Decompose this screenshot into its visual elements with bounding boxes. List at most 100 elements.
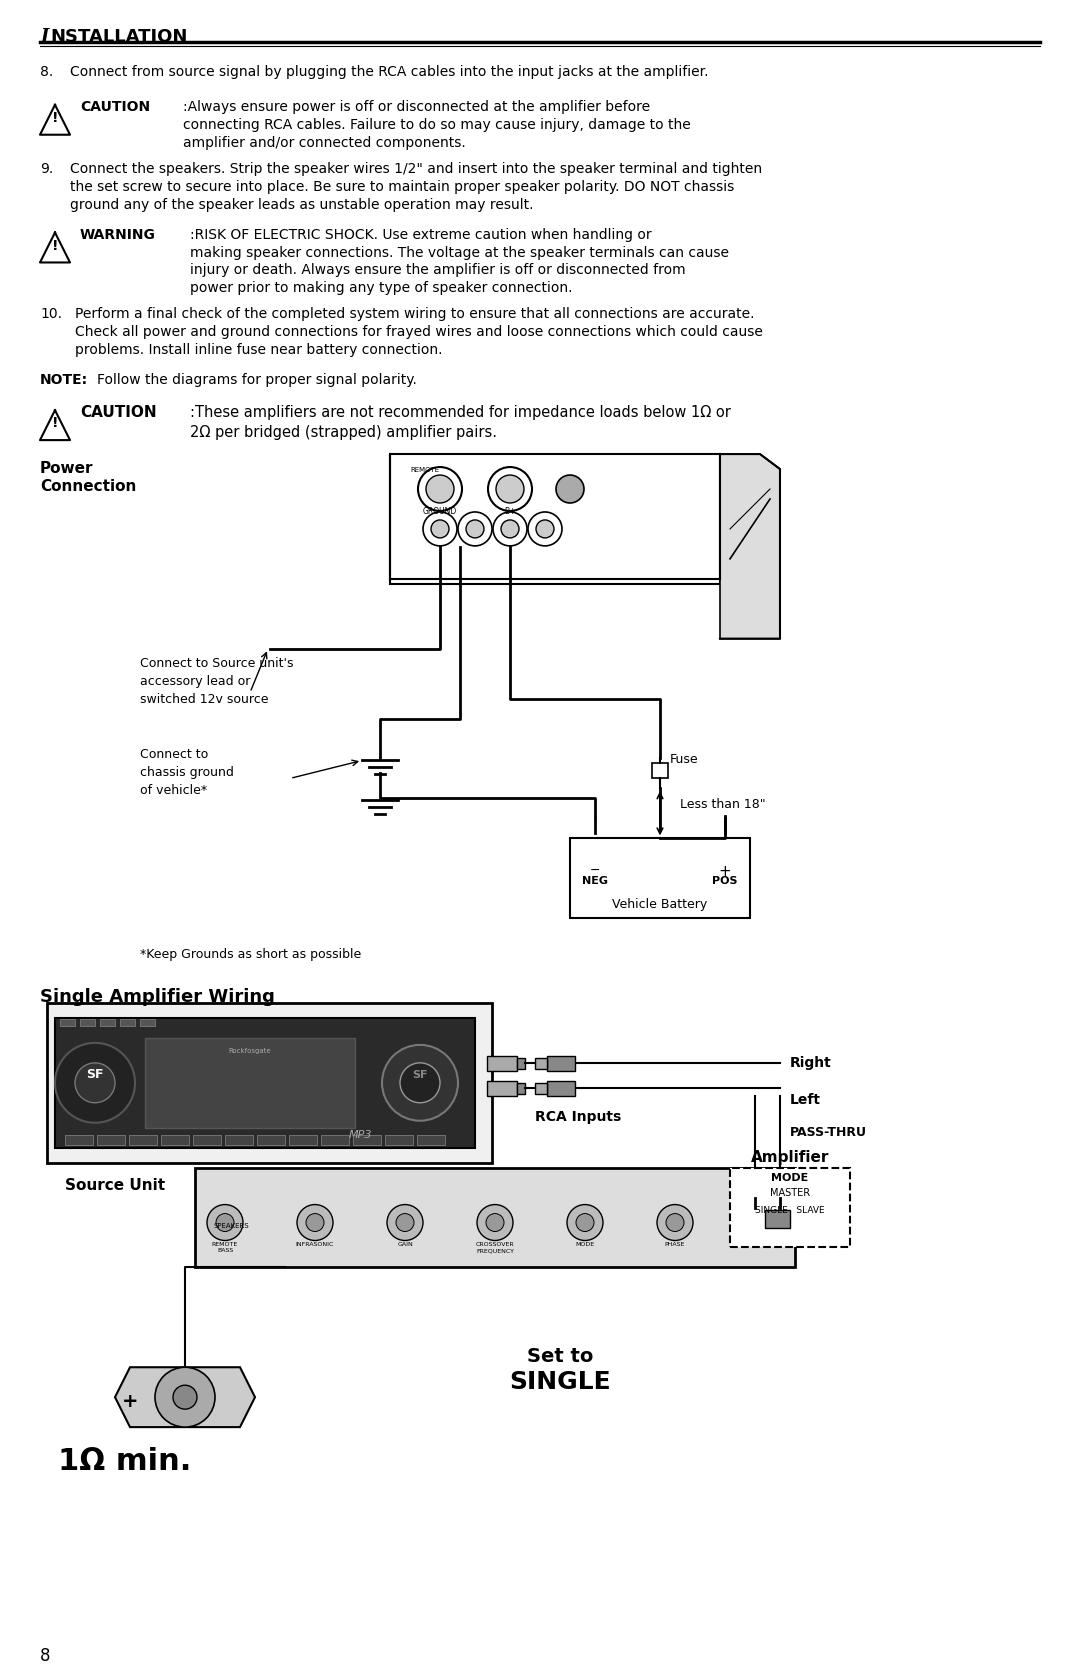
Circle shape [567, 1205, 603, 1240]
Bar [535, 1083, 546, 1093]
Text: injury or death. Always ensure the amplifier is off or disconnected from: injury or death. Always ensure the ampli… [190, 264, 686, 277]
Text: Fuse: Fuse [670, 753, 699, 766]
Text: NEG: NEG [582, 876, 608, 886]
Circle shape [216, 1213, 234, 1232]
Text: making speaker connections. The voltage at the speaker terminals can cause: making speaker connections. The voltage … [190, 245, 729, 259]
Text: problems. Install inline fuse near battery connection.: problems. Install inline fuse near batte… [75, 344, 443, 357]
Text: !: ! [52, 416, 58, 431]
Circle shape [431, 521, 449, 537]
Bar [570, 838, 750, 918]
Text: INFRASONIC: INFRASONIC [296, 1242, 334, 1247]
Circle shape [465, 521, 484, 537]
Text: chassis ground: chassis ground [140, 766, 234, 779]
Bar [353, 1135, 381, 1145]
Text: NOTE:: NOTE: [40, 374, 89, 387]
Text: SINGLE   SLAVE: SINGLE SLAVE [755, 1205, 825, 1215]
Text: Follow the diagrams for proper signal polarity.: Follow the diagrams for proper signal po… [97, 374, 417, 387]
Bar [417, 1135, 445, 1145]
Bar [652, 763, 669, 778]
Bar [48, 1003, 492, 1163]
Text: CAUTION: CAUTION [80, 406, 157, 421]
Circle shape [501, 521, 519, 537]
Circle shape [423, 512, 457, 546]
Bar [145, 1038, 355, 1128]
Circle shape [297, 1205, 333, 1240]
Text: RCA Inputs: RCA Inputs [535, 1110, 621, 1123]
Text: CAUTION: CAUTION [80, 100, 150, 113]
Text: SF: SF [86, 1068, 104, 1082]
Text: SINGLE: SINGLE [509, 1370, 611, 1394]
Text: ground any of the speaker leads as unstable operation may result.: ground any of the speaker leads as unsta… [70, 197, 534, 212]
Text: connecting RCA cables. Failure to do so may cause injury, damage to the: connecting RCA cables. Failure to do so … [183, 118, 691, 132]
Text: NSTALLATION: NSTALLATION [50, 28, 187, 47]
Bar [765, 1210, 789, 1227]
Text: Amplifier: Amplifier [751, 1150, 829, 1165]
Bar [257, 1135, 285, 1145]
Bar [289, 1135, 318, 1145]
Polygon shape [720, 454, 780, 639]
Bar [517, 1058, 525, 1068]
Circle shape [496, 476, 524, 502]
Circle shape [75, 1063, 114, 1103]
Bar [97, 1135, 125, 1145]
Bar [487, 1082, 517, 1097]
Bar [751, 1183, 759, 1198]
Bar [55, 1018, 475, 1148]
Text: WARNING: WARNING [80, 227, 156, 242]
Text: :These amplifiers are not recommended for impedance loads below 1Ω or: :These amplifiers are not recommended fo… [190, 406, 731, 421]
Bar [546, 1056, 575, 1071]
Text: the set screw to secure into place. Be sure to maintain proper speaker polarity.: the set screw to secure into place. Be s… [70, 180, 734, 194]
Text: *Keep Grounds as short as possible: *Keep Grounds as short as possible [140, 948, 361, 961]
Text: Connect from source signal by plugging the RCA cables into the input jacks at th: Connect from source signal by plugging t… [70, 65, 708, 78]
Circle shape [486, 1213, 504, 1232]
Text: Power: Power [40, 461, 94, 476]
Circle shape [536, 521, 554, 537]
Text: 2Ω per bridged (strapped) amplifier pairs.: 2Ω per bridged (strapped) amplifier pair… [190, 426, 497, 441]
Text: Connect to Source unit's: Connect to Source unit's [140, 656, 294, 669]
Bar [225, 1135, 253, 1145]
Polygon shape [114, 1367, 255, 1427]
Circle shape [396, 1213, 414, 1232]
Text: 8: 8 [40, 1647, 51, 1664]
Circle shape [492, 512, 527, 546]
Bar [535, 1058, 546, 1068]
Text: :Always ensure power is off or disconnected at the amplifier before: :Always ensure power is off or disconnec… [183, 100, 650, 113]
Bar [777, 1183, 784, 1198]
Circle shape [556, 476, 584, 502]
Text: amplifier and/or connected components.: amplifier and/or connected components. [183, 135, 465, 150]
Bar [546, 1082, 575, 1097]
Text: Check all power and ground connections for frayed wires and loose connections wh: Check all power and ground connections f… [75, 325, 762, 339]
Bar [750, 1168, 761, 1183]
Text: Connection: Connection [40, 479, 136, 494]
Circle shape [400, 1063, 440, 1103]
Text: MP3: MP3 [348, 1130, 372, 1140]
Text: Single Amplifier Wiring: Single Amplifier Wiring [40, 988, 275, 1006]
Text: MODE: MODE [771, 1173, 809, 1183]
Bar [60, 1020, 75, 1026]
Text: Less than 18": Less than 18" [680, 798, 766, 811]
Circle shape [666, 1213, 684, 1232]
Text: 1Ω min.: 1Ω min. [58, 1447, 191, 1475]
Text: Rockfosgate: Rockfosgate [229, 1048, 271, 1053]
Bar [80, 1020, 95, 1026]
Bar [195, 1168, 795, 1267]
Text: REMOTE
BASS: REMOTE BASS [212, 1242, 238, 1253]
Text: 9.: 9. [40, 162, 53, 175]
Bar [730, 1168, 850, 1247]
Circle shape [477, 1205, 513, 1240]
Text: !: ! [52, 110, 58, 125]
Text: :RISK OF ELECTRIC SHOCK. Use extreme caution when handling or: :RISK OF ELECTRIC SHOCK. Use extreme cau… [190, 227, 651, 242]
Text: Perform a final check of the completed system wiring to ensure that all connecti: Perform a final check of the completed s… [75, 307, 755, 322]
Text: power prior to making any type of speaker connection.: power prior to making any type of speake… [190, 282, 572, 295]
Circle shape [55, 1043, 135, 1123]
Text: +: + [122, 1392, 138, 1412]
Circle shape [426, 476, 454, 502]
Text: Right: Right [789, 1056, 832, 1070]
Text: POS: POS [712, 876, 738, 886]
Circle shape [387, 1205, 423, 1240]
Text: Left: Left [789, 1093, 821, 1107]
Text: PASS-THRU: PASS-THRU [789, 1125, 867, 1138]
Text: Connect the speakers. Strip the speaker wires 1/2" and insert into the speaker t: Connect the speakers. Strip the speaker … [70, 162, 762, 175]
Text: GAIN: GAIN [397, 1242, 413, 1247]
Bar [161, 1135, 189, 1145]
